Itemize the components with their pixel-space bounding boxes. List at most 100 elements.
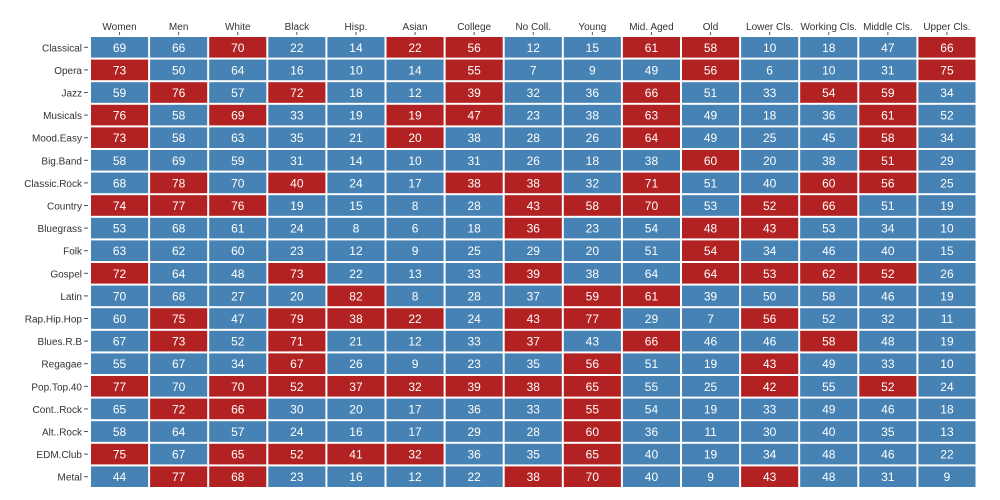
cell-value-label: 66 bbox=[645, 86, 659, 100]
row-label: Bluegrass bbox=[38, 224, 82, 235]
cell-value-label: 29 bbox=[940, 154, 954, 168]
heatmap-cell bbox=[209, 421, 267, 442]
heatmap-cell bbox=[918, 353, 976, 374]
heatmap-cell bbox=[741, 127, 799, 148]
column-labels: Women Men White Black Hisp. Asian College No Co… bbox=[102, 22, 971, 35]
cell-value-label: 18 bbox=[940, 402, 954, 416]
heatmap-cell bbox=[800, 37, 858, 58]
cell-value-label: 69 bbox=[113, 41, 127, 55]
heatmap-cell bbox=[91, 285, 149, 307]
heatmap-cell bbox=[91, 127, 149, 148]
cell-value-label: 21 bbox=[349, 335, 363, 349]
heatmap-cell bbox=[800, 421, 858, 442]
cell-value-label: 7 bbox=[707, 312, 714, 326]
cell-value-label: 56 bbox=[881, 176, 895, 190]
cell-value-label: 7 bbox=[530, 63, 537, 77]
cell-value-label: 40 bbox=[290, 176, 304, 190]
heatmap-cell bbox=[563, 172, 621, 194]
cell-value-label: 39 bbox=[467, 86, 481, 100]
heatmap-cell bbox=[504, 82, 562, 103]
cell-value-label: 30 bbox=[763, 425, 777, 439]
cell-value-label: 25 bbox=[940, 176, 954, 190]
heatmap-cell bbox=[150, 195, 208, 216]
heatmap-cell bbox=[563, 285, 621, 307]
heatmap-cell bbox=[563, 263, 621, 284]
heatmap-cell bbox=[327, 353, 385, 374]
cell-value-label: 12 bbox=[349, 244, 363, 258]
heatmap-cell bbox=[386, 150, 444, 171]
cell-value-label: 50 bbox=[763, 289, 777, 303]
cell-value-label: 56 bbox=[467, 41, 481, 55]
heatmap-cell bbox=[445, 443, 503, 465]
heatmap-cell bbox=[859, 150, 917, 171]
cell-value-label: 64 bbox=[231, 63, 245, 77]
heatmap-cell bbox=[800, 466, 858, 487]
cell-value-label: 32 bbox=[586, 176, 600, 190]
cell-value-label: 70 bbox=[231, 41, 245, 55]
row-label: Pop.Top.40 bbox=[31, 382, 82, 393]
cell-value-label: 27 bbox=[231, 289, 245, 303]
heatmap-cell bbox=[622, 37, 680, 58]
cell-value-label: 38 bbox=[527, 176, 541, 190]
heatmap-cell bbox=[622, 172, 680, 194]
heatmap-cell bbox=[150, 104, 208, 126]
heatmap-cell bbox=[386, 37, 444, 58]
cell-value-label: 65 bbox=[586, 448, 600, 462]
cell-value-label: 44 bbox=[113, 470, 127, 484]
cell-value-label: 75 bbox=[172, 312, 186, 326]
cell-value-label: 35 bbox=[527, 357, 541, 371]
cell-value-label: 64 bbox=[172, 267, 186, 281]
cell-value-label: 37 bbox=[527, 335, 541, 349]
cell-value-label: 51 bbox=[704, 86, 718, 100]
cell-value-label: 47 bbox=[467, 109, 481, 123]
heatmap-cell bbox=[622, 240, 680, 261]
heatmap-cell bbox=[859, 195, 917, 216]
cell-value-label: 49 bbox=[704, 131, 718, 145]
heatmap-cell bbox=[859, 240, 917, 261]
heatmap-cell bbox=[445, 353, 503, 374]
heatmap-cell bbox=[504, 466, 562, 487]
cell-value-label: 79 bbox=[290, 312, 304, 326]
cell-value-label: 24 bbox=[467, 312, 481, 326]
heatmap-cell bbox=[268, 466, 326, 487]
heatmap-cell bbox=[327, 308, 385, 329]
cell-value-label: 52 bbox=[881, 267, 895, 281]
cell-value-label: 17 bbox=[408, 176, 422, 190]
cell-value-label: 70 bbox=[231, 380, 245, 394]
cell-value-label: 48 bbox=[881, 335, 895, 349]
cell-value-label: 68 bbox=[231, 470, 245, 484]
heatmap-cell bbox=[386, 127, 444, 148]
cell-value-label: 52 bbox=[940, 109, 954, 123]
cell-value-label: 39 bbox=[527, 267, 541, 281]
heatmap-cell bbox=[800, 127, 858, 148]
heatmap-cell bbox=[445, 195, 503, 216]
row-label: Mood.Easy bbox=[32, 134, 82, 145]
heatmap-cell bbox=[800, 82, 858, 103]
heatmap-cell bbox=[741, 37, 799, 58]
heatmap-cell bbox=[504, 308, 562, 329]
heatmap-cell bbox=[386, 330, 444, 352]
heatmap-cell bbox=[918, 37, 976, 58]
heatmap-cell bbox=[386, 104, 444, 126]
cell-value-label: 12 bbox=[408, 335, 422, 349]
heatmap-cell bbox=[682, 240, 740, 261]
heatmap-cell bbox=[91, 150, 149, 171]
heatmap-cell bbox=[800, 172, 858, 194]
heatmap-cell bbox=[622, 285, 680, 307]
cell-value-label: 77 bbox=[172, 470, 186, 484]
cell-value-label: 34 bbox=[940, 86, 954, 100]
heatmap-cell bbox=[504, 330, 562, 352]
cell-value-label: 65 bbox=[231, 448, 245, 462]
cell-value-label: 33 bbox=[763, 402, 777, 416]
cell-value-label: 62 bbox=[822, 267, 836, 281]
cell-value-label: 72 bbox=[113, 267, 127, 281]
cell-value-label: 37 bbox=[349, 380, 363, 394]
heatmap-cell bbox=[209, 82, 267, 103]
heatmap-cell bbox=[386, 285, 444, 307]
cell-value-label: 53 bbox=[822, 222, 836, 236]
cell-value-label: 46 bbox=[881, 448, 895, 462]
cell-value-label: 72 bbox=[172, 402, 186, 416]
heatmap-cell bbox=[268, 308, 326, 329]
cell-value-label: 40 bbox=[645, 448, 659, 462]
cell-value-label: 75 bbox=[113, 448, 127, 462]
